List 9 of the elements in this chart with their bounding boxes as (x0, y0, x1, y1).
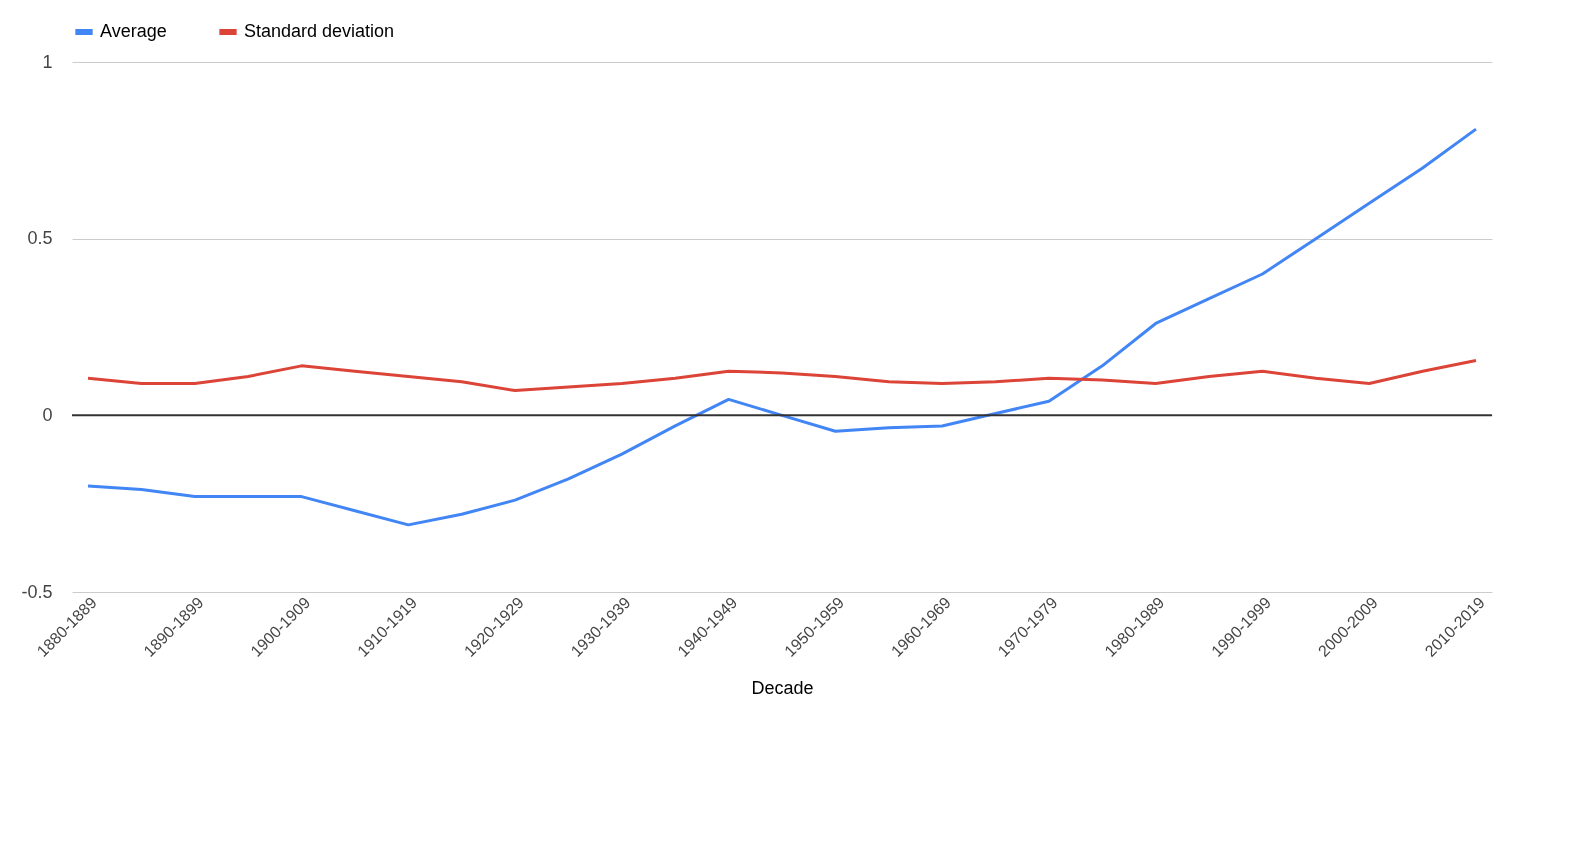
line-series (86, 127, 1478, 527)
y-tick-label: 1 (42, 51, 53, 72)
y-tick-label: -0.5 (21, 581, 53, 602)
line-series (86, 359, 1478, 393)
y-tick-label: 0 (42, 404, 53, 425)
y-tick-label: 0.5 (27, 228, 53, 249)
legend-label: Average (100, 21, 167, 41)
x-axis-title: Decade (751, 677, 814, 698)
legend-label: Standard deviation (244, 21, 395, 41)
